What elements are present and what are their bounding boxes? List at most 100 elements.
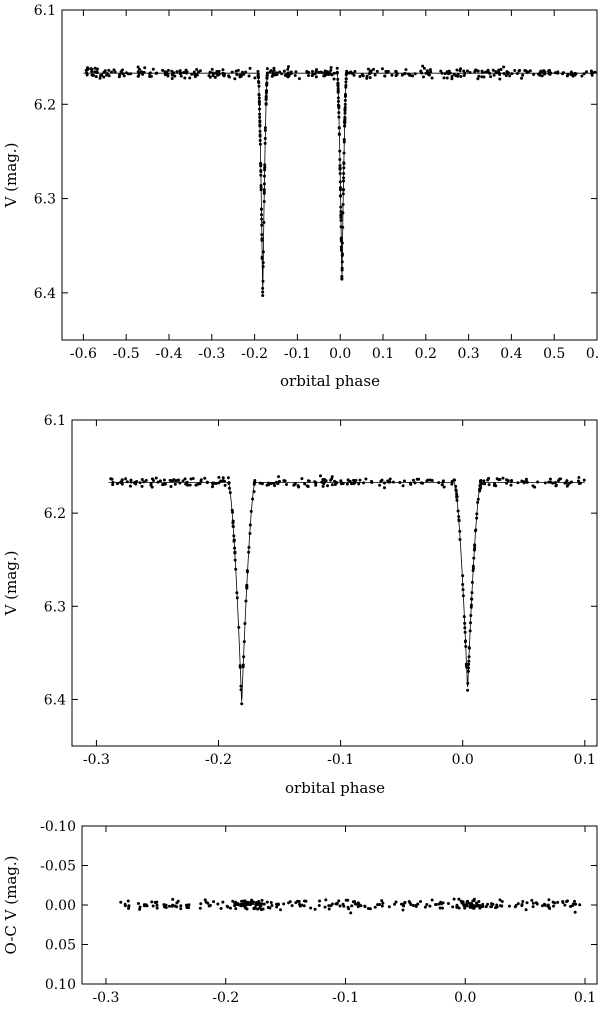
data-point xyxy=(426,478,430,482)
data-point xyxy=(258,142,262,146)
data-point xyxy=(492,73,496,77)
data-point xyxy=(142,70,146,74)
data-point xyxy=(532,72,536,76)
data-point xyxy=(264,91,268,95)
data-point xyxy=(339,216,343,220)
data-point xyxy=(455,498,459,502)
data-point xyxy=(223,483,227,487)
data-point xyxy=(217,69,221,73)
data-point xyxy=(262,199,266,203)
data-point xyxy=(149,74,153,78)
data-point xyxy=(241,899,245,903)
data-point xyxy=(344,73,348,77)
data-point xyxy=(414,903,418,907)
data-point xyxy=(400,902,404,906)
data-point xyxy=(340,253,344,257)
data-point xyxy=(248,531,252,535)
data-point xyxy=(149,483,153,487)
data-point xyxy=(429,70,433,74)
data-point xyxy=(461,900,465,904)
data-point xyxy=(261,250,265,254)
data-point xyxy=(236,68,240,72)
data-point xyxy=(257,93,261,97)
data-point xyxy=(176,899,180,903)
data-point xyxy=(125,480,129,484)
data-point xyxy=(471,564,475,568)
data-point xyxy=(231,521,235,525)
data-point xyxy=(342,151,346,155)
data-point xyxy=(245,584,249,588)
data-point xyxy=(505,481,509,485)
data-point xyxy=(339,205,343,209)
residuals-panel: -0.3 -0.2 -0.1 0.0 0.1 -0.10 -0.05 0.00 0.05 0.10… xyxy=(2,819,598,1006)
data-point xyxy=(251,497,255,501)
axis-ticks: -0.3 -0.2 -0.1 0.0 0.1 -0.10 -0.05 0.00 0.05 0.10 xyxy=(40,819,597,1006)
data-point xyxy=(95,67,99,71)
data-point xyxy=(212,900,216,904)
data-point xyxy=(244,70,248,74)
data-point xyxy=(510,72,514,76)
data-point xyxy=(120,71,124,75)
data-point xyxy=(258,133,262,137)
data-point xyxy=(342,172,346,176)
data-point xyxy=(329,904,333,908)
data-point xyxy=(354,478,358,482)
data-point xyxy=(340,276,344,280)
data-point xyxy=(366,67,370,71)
data-point xyxy=(329,72,333,76)
data-point xyxy=(231,524,235,528)
x-tick-label: 0.2 xyxy=(415,346,437,362)
data-point xyxy=(163,70,167,74)
data-point xyxy=(211,71,215,75)
data-point xyxy=(498,72,502,76)
y-tick-label: 6.4 xyxy=(44,692,66,708)
data-point xyxy=(136,902,140,906)
data-point xyxy=(272,66,276,70)
data-point xyxy=(262,220,266,224)
data-point xyxy=(205,481,209,485)
data-point xyxy=(456,509,460,513)
data-point xyxy=(208,75,212,79)
axis-ticks: -0.3 -0.2 -0.1 0.0 0.1 6.1 6.2 6.3 6.4 xyxy=(44,413,597,768)
data-point xyxy=(372,67,376,71)
data-point xyxy=(486,478,490,482)
data-point xyxy=(204,900,208,904)
data-point xyxy=(339,239,343,243)
data-point xyxy=(340,268,344,272)
data-point xyxy=(463,640,467,644)
data-point xyxy=(258,119,262,123)
data-point xyxy=(226,905,230,909)
data-point xyxy=(580,74,584,78)
data-point xyxy=(271,71,275,75)
data-point xyxy=(338,904,342,908)
data-point xyxy=(188,483,192,487)
x-tick-label: -0.3 xyxy=(83,752,110,768)
data-point xyxy=(426,71,430,75)
data-point xyxy=(213,75,217,79)
data-point xyxy=(305,484,309,488)
data-point xyxy=(293,482,297,486)
data-point xyxy=(582,478,586,482)
data-point xyxy=(307,479,311,483)
data-point xyxy=(349,911,353,915)
data-point xyxy=(142,480,146,484)
data-point xyxy=(476,500,480,504)
data-point xyxy=(571,74,575,78)
data-point xyxy=(261,290,265,294)
data-point xyxy=(341,211,345,215)
data-point xyxy=(252,490,256,494)
data-point xyxy=(137,72,141,76)
data-point xyxy=(474,528,478,532)
y-tick-label: 6.2 xyxy=(44,506,66,522)
data-point xyxy=(357,482,361,486)
data-point xyxy=(259,173,263,177)
data-point xyxy=(468,71,472,75)
data-point xyxy=(413,72,417,76)
data-point xyxy=(259,161,263,165)
data-point xyxy=(338,164,342,168)
data-point xyxy=(263,141,267,145)
data-point xyxy=(156,480,160,484)
data-point xyxy=(190,72,194,76)
data-point xyxy=(345,69,349,73)
data-point xyxy=(136,65,140,69)
